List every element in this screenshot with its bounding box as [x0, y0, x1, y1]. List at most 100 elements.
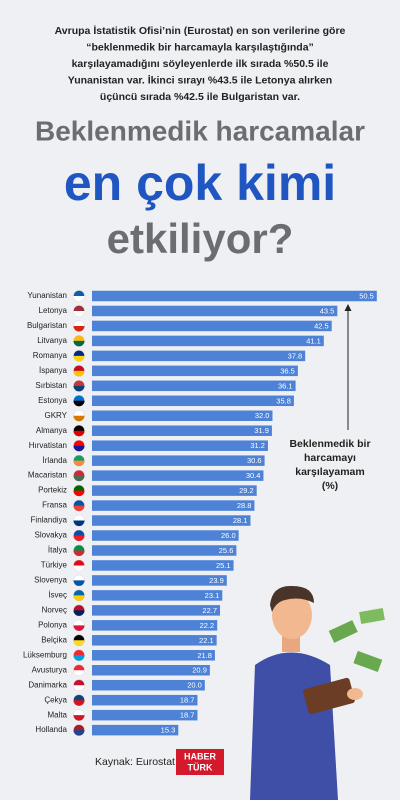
flag-half — [73, 580, 85, 586]
bar — [92, 290, 377, 302]
banknote — [353, 650, 383, 673]
wallet — [303, 677, 355, 715]
bar — [92, 635, 217, 646]
flag-half — [73, 610, 85, 616]
headline: en çok kimi — [64, 155, 336, 211]
headline: Beklenmedik harcamalar — [35, 115, 365, 146]
value-label: 21.8 — [197, 651, 212, 660]
value-label: 29.2 — [239, 486, 254, 495]
flag-half — [73, 550, 85, 556]
value-label: 31.2 — [250, 441, 265, 450]
flag-half — [73, 685, 85, 691]
bar — [92, 410, 273, 422]
bar — [92, 560, 234, 571]
category-label: Slovakya — [35, 531, 68, 540]
category-label: Türkiye — [41, 561, 68, 570]
bar — [92, 724, 179, 736]
headline: etkiliyor? — [107, 215, 294, 262]
flag-half — [73, 655, 85, 661]
flag-half — [73, 310, 85, 317]
value-label: 36.5 — [280, 366, 295, 375]
value-label: 30.6 — [247, 456, 262, 465]
bar — [92, 305, 338, 317]
value-label: 37.8 — [288, 351, 303, 360]
value-label: 22.2 — [200, 621, 215, 630]
value-label: 23.1 — [205, 591, 220, 600]
category-label: Finlandiya — [31, 516, 68, 525]
person-head — [272, 591, 312, 639]
flag-half — [73, 535, 85, 542]
value-label: 15.3 — [161, 726, 176, 735]
flag-half — [73, 625, 85, 631]
bar — [92, 545, 237, 556]
value-label: 22.7 — [202, 606, 217, 615]
bar — [92, 650, 215, 661]
bar — [92, 365, 298, 377]
category-label: Macaristan — [28, 471, 67, 480]
person-hair — [270, 585, 314, 612]
flag-half — [73, 475, 85, 482]
value-label: 30.4 — [246, 471, 261, 480]
flag-half — [73, 565, 85, 571]
bar — [92, 515, 251, 526]
value-label: 42.5 — [314, 321, 329, 330]
flag-half — [73, 370, 85, 377]
value-label: 36.1 — [278, 381, 293, 390]
category-label: Hırvatistan — [29, 441, 67, 450]
bar — [92, 380, 296, 392]
bar — [92, 455, 265, 466]
value-label: 18.7 — [180, 711, 195, 720]
category-label: Norveç — [42, 605, 67, 614]
category-label: Malta — [47, 710, 67, 719]
logo-text: HABER — [184, 751, 217, 761]
category-label: Letonya — [39, 306, 68, 315]
category-label: Hollanda — [35, 725, 67, 734]
category-label: GKRY — [44, 411, 67, 420]
bar — [92, 605, 221, 616]
bar — [92, 425, 272, 436]
bar — [92, 485, 257, 496]
source: Kaynak: Eurostat — [95, 756, 175, 768]
value-label: 20.0 — [187, 681, 202, 690]
category-label: Çekya — [44, 695, 67, 704]
annotation-line: (%) — [322, 480, 338, 492]
value-label: 41.1 — [306, 336, 321, 345]
flag-half — [73, 460, 85, 467]
bar — [92, 709, 198, 721]
flag-half — [73, 296, 85, 302]
category-label: Yunanistan — [27, 291, 67, 300]
bar — [92, 395, 294, 407]
value-label: 28.1 — [233, 516, 248, 525]
bar — [92, 320, 332, 332]
flag-half — [73, 715, 85, 721]
bar — [92, 530, 239, 541]
bar — [92, 590, 223, 601]
category-label: Bulgaristan — [27, 321, 67, 330]
value-label: 43.5 — [320, 306, 335, 315]
annotation-line: Beklenmedik bir — [289, 438, 370, 450]
category-label: Sırbistan — [35, 381, 67, 390]
flag-half — [73, 700, 85, 706]
category-label: Portekiz — [38, 486, 67, 495]
category-label: İspanya — [39, 366, 68, 375]
arrow-head — [344, 304, 352, 311]
category-label: İrlanda — [43, 456, 68, 465]
annotation-line: karşılayamam — [295, 466, 364, 478]
flag-half — [73, 640, 85, 646]
flag-half — [73, 355, 85, 362]
category-label: Almanya — [36, 426, 68, 435]
bar — [92, 335, 324, 347]
category-label: Litvanya — [37, 336, 67, 345]
annotation: Beklenmedik bir harcamayı karşılayamam (… — [289, 438, 370, 492]
value-label: 23.9 — [209, 576, 224, 585]
category-label: Slovenya — [34, 576, 67, 585]
flag-half — [73, 670, 85, 676]
value-label: 25.1 — [216, 561, 231, 570]
intro-line: üçüncü sırada %42.5 ile Bulgaristan var. — [100, 91, 300, 103]
bar — [92, 665, 210, 676]
flag-half — [73, 400, 85, 407]
flag-half — [73, 340, 85, 347]
intro-line: Yunanistan var. İkinci sırayı %43.5 ile … — [68, 73, 332, 86]
banknote — [359, 608, 385, 624]
category-label: İsveç — [48, 591, 67, 600]
